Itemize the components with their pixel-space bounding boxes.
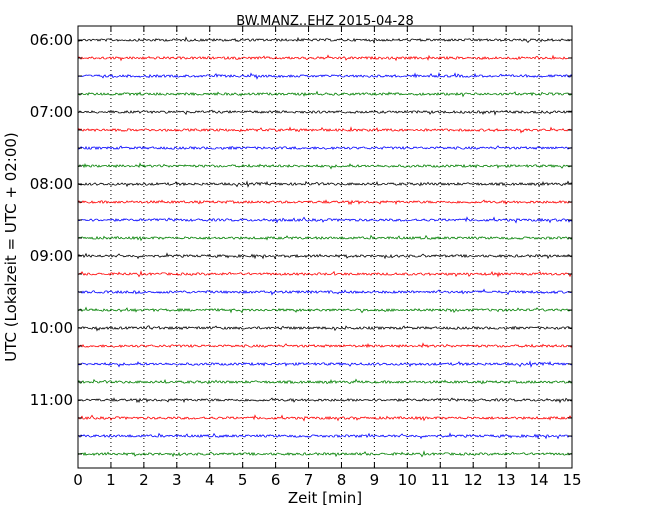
grid-layer bbox=[110, 26, 540, 468]
seismic-trace bbox=[77, 72, 573, 80]
seismic-trace bbox=[77, 234, 573, 242]
x-tick-label: 2 bbox=[139, 471, 149, 489]
y-tick-label: 11:00 bbox=[30, 391, 73, 409]
y-tick-label: 10:00 bbox=[30, 319, 73, 337]
x-tick-label: 0 bbox=[73, 471, 83, 489]
chart-title: BW.MANZ..EHZ 2015-04-28 bbox=[236, 14, 414, 29]
seismic-trace bbox=[77, 450, 573, 458]
seismic-trace bbox=[77, 126, 573, 134]
y-axis-label: UTC (Lokalzeit = UTC + 02:00) bbox=[2, 132, 20, 362]
seismic-trace bbox=[77, 414, 573, 422]
seismic-trace bbox=[77, 270, 573, 278]
seismic-trace bbox=[77, 397, 573, 404]
seismic-trace bbox=[77, 432, 573, 440]
x-tick-label: 1 bbox=[106, 471, 116, 489]
x-tick-label: 7 bbox=[304, 471, 314, 489]
x-tick-label: 6 bbox=[271, 471, 281, 489]
x-axis: 0 1 2 3 4 5 6 7 8 9 10 11 12 13 14 15 bbox=[73, 26, 582, 489]
seismic-trace bbox=[77, 360, 572, 368]
seismic-trace bbox=[77, 288, 573, 296]
seismic-trace bbox=[77, 378, 573, 385]
y-tick-label: 08:00 bbox=[30, 175, 73, 193]
trace-layer bbox=[77, 36, 573, 458]
seismic-trace bbox=[77, 342, 573, 349]
seismic-trace bbox=[77, 90, 573, 98]
y-axis: 06:00 07:00 08:00 09:00 10:00 11:00 bbox=[30, 31, 572, 455]
seismic-trace bbox=[77, 325, 573, 332]
x-tick-label: 5 bbox=[238, 471, 248, 489]
x-tick-label: 10 bbox=[398, 471, 417, 489]
y-tick-label: 09:00 bbox=[30, 247, 73, 265]
seismic-trace bbox=[77, 252, 573, 260]
seismic-trace bbox=[77, 145, 573, 151]
seismic-trace bbox=[77, 54, 573, 62]
x-tick-label: 8 bbox=[337, 471, 347, 489]
x-tick-label: 4 bbox=[205, 471, 215, 489]
x-tick-label: 14 bbox=[530, 471, 549, 489]
x-axis-label: Zeit [min] bbox=[288, 489, 362, 507]
x-tick-label: 9 bbox=[370, 471, 380, 489]
seismic-trace bbox=[77, 216, 573, 224]
plot-frame bbox=[77, 25, 573, 469]
seismic-trace bbox=[77, 306, 572, 314]
seismic-trace bbox=[77, 180, 573, 188]
x-tick-label: 13 bbox=[497, 471, 516, 489]
x-tick-label: 11 bbox=[431, 471, 450, 489]
seismic-trace bbox=[77, 109, 573, 116]
x-tick-label: 12 bbox=[464, 471, 483, 489]
seismic-trace bbox=[77, 199, 573, 206]
y-tick-label: 06:00 bbox=[30, 31, 73, 49]
x-tick-label: 15 bbox=[562, 471, 581, 489]
seismic-trace bbox=[77, 36, 573, 44]
x-tick-label: 3 bbox=[172, 471, 182, 489]
seismic-trace bbox=[77, 162, 573, 170]
y-tick-label: 07:00 bbox=[30, 103, 73, 121]
